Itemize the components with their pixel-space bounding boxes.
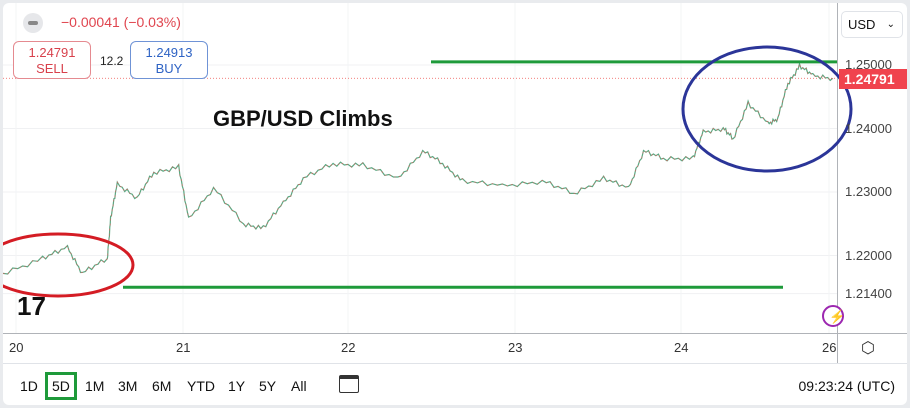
x-tick-label: 23 — [508, 340, 523, 355]
y-tick-label: 1.23000 — [845, 184, 892, 199]
timeframe-1y[interactable]: 1Y — [228, 378, 246, 394]
y-tick-label: 1.21400 — [845, 285, 892, 301]
highlight-ellipse-right — [681, 45, 853, 173]
lightning-glyph: ⚡ — [829, 309, 845, 325]
timeframe-1d[interactable]: 1D — [20, 378, 38, 394]
x-tick-label: 26 — [822, 340, 837, 355]
price-change: −0.00041 (−0.03%) — [61, 14, 181, 30]
timeframe-6m[interactable]: 6M — [152, 378, 172, 394]
currency-value: USD — [848, 17, 876, 32]
price-chart[interactable]: 17 ⚡ — [3, 3, 907, 363]
x-tick-label: 20 — [9, 340, 24, 355]
annotation-title: GBP/USD Climbs — [213, 106, 393, 131]
y-tick-label: 1.22000 — [845, 247, 892, 263]
x-tick-label: 22 — [341, 340, 356, 355]
date-range-icon[interactable] — [339, 375, 359, 393]
x-tick-label: 24 — [674, 340, 689, 355]
timeframe-ytd[interactable]: YTD — [187, 378, 215, 394]
lightning-icon — [822, 305, 844, 327]
highlight-ellipse-left — [3, 232, 135, 298]
timeframe-all[interactable]: All — [291, 378, 307, 394]
spread: 12.2 — [100, 54, 124, 68]
timeframe-5d[interactable]: 5D — [45, 372, 77, 400]
sell-button[interactable]: 1.24791 SELL — [13, 41, 91, 79]
collapse-icon[interactable] — [23, 13, 43, 33]
settings-icon[interactable]: ⬡ — [861, 340, 875, 357]
timeframe-5y[interactable]: 5Y — [259, 378, 277, 394]
tradingview-logo: 17 — [17, 291, 46, 321]
sell-price: 1.24791 — [28, 45, 76, 60]
y-tick-label: 1.24000 — [845, 120, 892, 136]
buy-button[interactable]: 1.24913 BUY — [130, 41, 208, 79]
price-series-line — [3, 61, 834, 275]
x-tick-label: 21 — [176, 340, 191, 355]
y-tick-label: 1.25000 — [845, 57, 892, 72]
timeframe-1m[interactable]: 1M — [85, 378, 105, 394]
buy-price: 1.24913 — [145, 45, 193, 60]
chart-window: 17 ⚡ −0.00041 (−0.03%) 1.24791 SELL 12.2 1… — [3, 3, 907, 405]
currency-select[interactable]: USD ⌄ — [841, 11, 903, 38]
sell-label: SELL — [36, 61, 68, 76]
price-series-down-candles — [3, 62, 833, 275]
timeframe-3m[interactable]: 3M — [118, 378, 138, 394]
clock-time[interactable]: 09:23:24 (UTC) — [798, 378, 895, 394]
current-price-badge: 1.24791 — [839, 69, 907, 89]
bottom-toolbar: 1D 5D 1M 3M 6M YTD 1Y 5Y All 09:23:24 (UTC) — [3, 363, 907, 405]
buy-label: BUY — [155, 61, 183, 76]
chevron-down-icon: ⌄ — [886, 19, 895, 30]
